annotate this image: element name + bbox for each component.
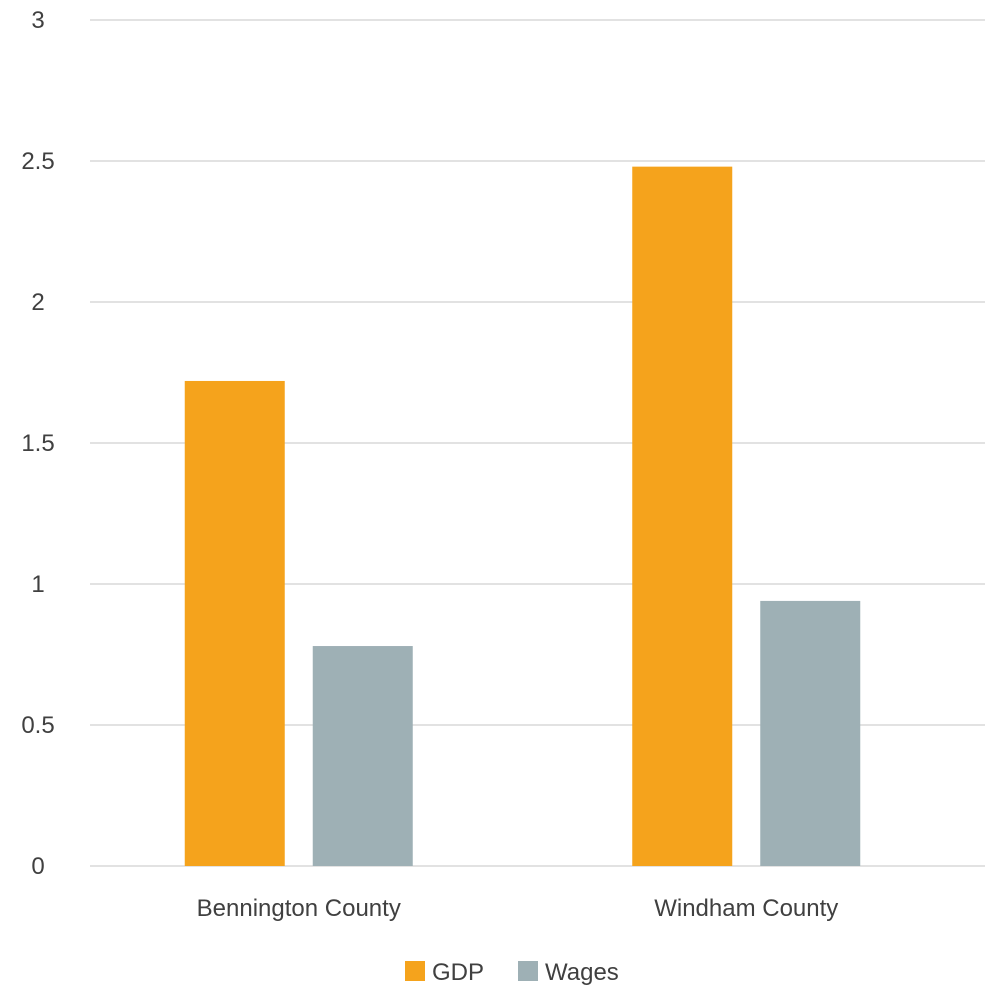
legend-swatch-gdp bbox=[405, 961, 425, 981]
y-axis-tick-labels: 0 0.5 1 1.5 2 2.5 3 bbox=[21, 7, 54, 880]
x-axis-category-labels: Bennington County Windham County bbox=[197, 895, 839, 922]
y-tick-label: 3 bbox=[31, 7, 44, 34]
y-tick-label: 0.5 bbox=[21, 712, 54, 739]
bar-wages-0 bbox=[312, 646, 413, 866]
y-tick-label: 2.5 bbox=[21, 148, 54, 175]
legend-label-gdp: GDP bbox=[432, 959, 484, 986]
legend-swatch-wages bbox=[518, 961, 538, 981]
y-tick-label: 2 bbox=[31, 289, 44, 316]
y-tick-label: 1 bbox=[31, 571, 44, 598]
y-tick-label: 1.5 bbox=[21, 430, 54, 457]
bar-gdp-1 bbox=[632, 166, 733, 866]
x-category-label: Windham County bbox=[654, 895, 838, 922]
bar-gdp-0 bbox=[184, 380, 285, 866]
legend: GDP Wages bbox=[405, 959, 619, 986]
bar-wages-1 bbox=[760, 600, 861, 866]
legend-label-wages: Wages bbox=[545, 959, 619, 986]
x-category-label: Bennington County bbox=[197, 895, 401, 922]
y-tick-label: 0 bbox=[31, 853, 44, 880]
bars bbox=[184, 166, 861, 866]
